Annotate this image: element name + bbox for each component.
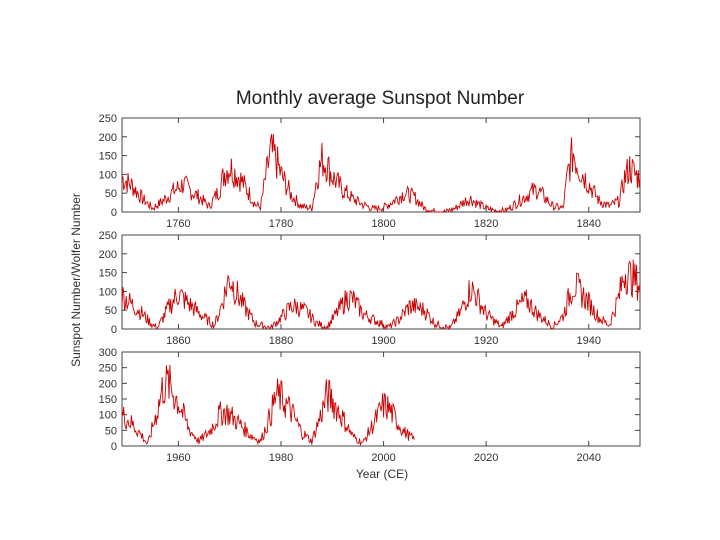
x-tick-label: 1860: [166, 335, 190, 347]
y-tick-label: 150: [99, 268, 117, 280]
chart-title: Monthly average Sunspot Number: [235, 88, 525, 109]
x-tick-label: 1920: [474, 335, 498, 347]
x-tick-label: 1980: [269, 452, 293, 464]
y-tick-label: 200: [99, 378, 117, 390]
y-tick-label: 100: [99, 286, 117, 298]
y-tick-label: 150: [99, 151, 117, 163]
x-tick-label: 2040: [576, 452, 600, 464]
y-tick-label: 200: [99, 132, 117, 144]
series-line-panel-1: [121, 133, 641, 214]
x-tick-label: 2000: [371, 452, 395, 464]
panel-2: 0 50 100 150 200 250 1860 1880 1900 1920 1940: [99, 230, 641, 347]
panel-3-frame: [121, 351, 641, 447]
x-tick-label: 1840: [576, 218, 600, 230]
x-tick-label: 1900: [371, 335, 395, 347]
x-tick-label: 1940: [576, 335, 600, 347]
y-tick-label: 200: [99, 249, 117, 261]
y-tick-label: 50: [105, 305, 117, 317]
panel-3: 0 50 100 150 200 250 300 1960 1980 2000 2020 2040: [99, 347, 641, 464]
x-tick-label: 2020: [474, 452, 498, 464]
y-tick-label: 300: [99, 347, 117, 359]
panel-1: 0 50 100 150 200 250 1760 1780 1800 1820 1840: [99, 113, 641, 230]
x-tick-label: 1800: [371, 218, 395, 230]
x-tick-label: 1760: [166, 218, 190, 230]
y-tick-label: 250: [99, 363, 117, 375]
y-tick-label: 50: [105, 425, 117, 437]
panels-layer: 0 50 100 150 200 250 1760 1780 1800 1820 1840 0 50 10…: [99, 113, 641, 464]
x-axis-label: Year (CE): [356, 467, 408, 481]
panel-1-frame: [121, 117, 641, 213]
panel-2-frame: [121, 234, 641, 330]
x-tick-label: 1820: [474, 218, 498, 230]
x-tick-label: 1780: [269, 218, 293, 230]
x-tick-label: 1880: [269, 335, 293, 347]
y-tick-label: 150: [99, 394, 117, 406]
y-tick-label: 100: [99, 169, 117, 181]
y-tick-label: 0: [111, 207, 117, 219]
y-tick-label: 100: [99, 410, 117, 422]
y-tick-label: 250: [99, 230, 117, 242]
series-line-panel-2: [121, 259, 641, 331]
y-tick-label: 0: [111, 441, 117, 453]
series-line-panel-3: [121, 364, 415, 447]
y-tick-label: 0: [111, 324, 117, 336]
y-axis-label: Sunspot Number/Wolfer Number: [69, 193, 83, 367]
y-tick-label: 250: [99, 113, 117, 125]
x-tick-label: 1960: [166, 452, 190, 464]
y-tick-label: 50: [105, 188, 117, 200]
